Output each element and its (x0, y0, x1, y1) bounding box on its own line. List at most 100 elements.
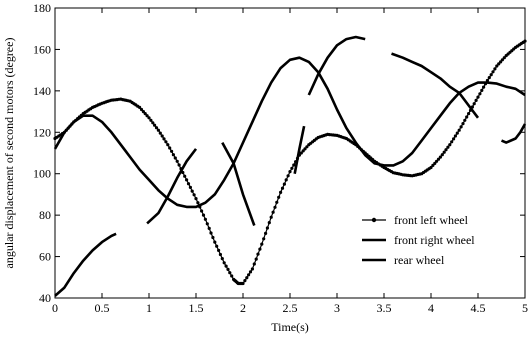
x-tick-label: 1.5 (189, 301, 204, 315)
data-point (436, 157, 441, 161)
series-line (221, 141, 256, 226)
data-point (288, 170, 292, 174)
data-point (482, 85, 486, 89)
data-point (457, 128, 461, 132)
data-point (450, 140, 454, 144)
data-point (196, 201, 200, 205)
data-point (453, 134, 457, 138)
data-point (194, 197, 198, 201)
legend: front left wheel front right wheel rear wh… (362, 213, 475, 267)
series-line (391, 52, 480, 119)
data-point (489, 73, 493, 77)
data-point (230, 274, 234, 278)
data-point (267, 221, 271, 225)
x-tick-label: 3 (334, 301, 340, 315)
data-point (279, 190, 283, 194)
data-point (143, 112, 147, 116)
data-point (147, 116, 151, 120)
x-tick-label: 2.5 (283, 301, 298, 315)
data-point (497, 62, 501, 66)
legend-label: rear wheel (394, 253, 445, 267)
y-axis-label: angular displacement of second motors (d… (2, 38, 16, 269)
data-point (154, 126, 159, 130)
data-point (305, 145, 309, 149)
data-point (455, 131, 459, 135)
y-tick-label: 80 (39, 208, 51, 222)
series-front-right-wheel (53, 56, 526, 209)
data-point (271, 210, 275, 214)
data-point (258, 247, 262, 251)
series-line (307, 35, 366, 96)
series-front-left-wheel (53, 39, 527, 286)
data-point (461, 122, 465, 126)
data-point (465, 115, 469, 119)
data-point (188, 185, 192, 189)
data-point (303, 147, 307, 151)
data-point (476, 95, 480, 99)
x-tick-label: 4.5 (471, 301, 486, 315)
data-point (170, 149, 174, 153)
data-point (292, 163, 296, 167)
data-point (269, 215, 273, 219)
legend-marker (371, 217, 377, 223)
data-point (431, 163, 435, 167)
data-point (284, 178, 288, 182)
series-line (293, 125, 306, 174)
data-point (160, 134, 164, 138)
data-point (264, 231, 268, 235)
data-point (438, 155, 442, 159)
data-point (185, 178, 189, 182)
data-point (245, 276, 249, 280)
data-point (186, 182, 191, 186)
data-point (474, 98, 478, 102)
data-point (275, 200, 279, 204)
y-tick-label: 40 (39, 291, 51, 305)
data-point (243, 279, 247, 283)
data-point (429, 165, 433, 170)
data-point (183, 174, 187, 178)
data-point (156, 128, 160, 132)
x-tick-label: 1 (146, 301, 152, 315)
series-line (500, 123, 527, 144)
data-point (448, 143, 452, 147)
data-point (256, 252, 260, 256)
data-point (173, 156, 177, 160)
x-tick-label: 0 (52, 301, 58, 315)
data-point (177, 163, 181, 167)
data-point (192, 193, 196, 197)
data-point (467, 112, 471, 116)
data-point (463, 118, 467, 122)
data-point (201, 213, 206, 217)
data-point (290, 166, 294, 170)
data-point (487, 76, 491, 80)
legend-label: front left wheel (394, 213, 469, 227)
data-point (444, 148, 448, 152)
series-line (146, 148, 198, 225)
data-point (442, 150, 446, 154)
data-point (164, 140, 168, 144)
data-point (260, 242, 264, 246)
data-point (440, 153, 444, 157)
data-point (459, 125, 463, 129)
data-point (203, 217, 207, 221)
data-point (139, 107, 144, 112)
data-point (502, 56, 506, 60)
data-point (265, 226, 269, 230)
data-point (452, 137, 456, 141)
x-axis-label: Time(s) (271, 320, 309, 334)
data-point (153, 123, 157, 127)
data-point (472, 102, 476, 106)
y-tick-label: 120 (33, 125, 51, 139)
data-point (277, 195, 281, 199)
data-point (282, 182, 286, 186)
x-tick-label: 2 (240, 301, 246, 315)
series-line (54, 232, 117, 297)
data-point (435, 159, 439, 163)
data-point (248, 270, 253, 274)
data-point (205, 222, 209, 226)
data-point (220, 257, 224, 261)
data-point (158, 131, 162, 135)
series-line (54, 40, 526, 285)
data-point (491, 70, 495, 74)
data-point (151, 121, 155, 125)
